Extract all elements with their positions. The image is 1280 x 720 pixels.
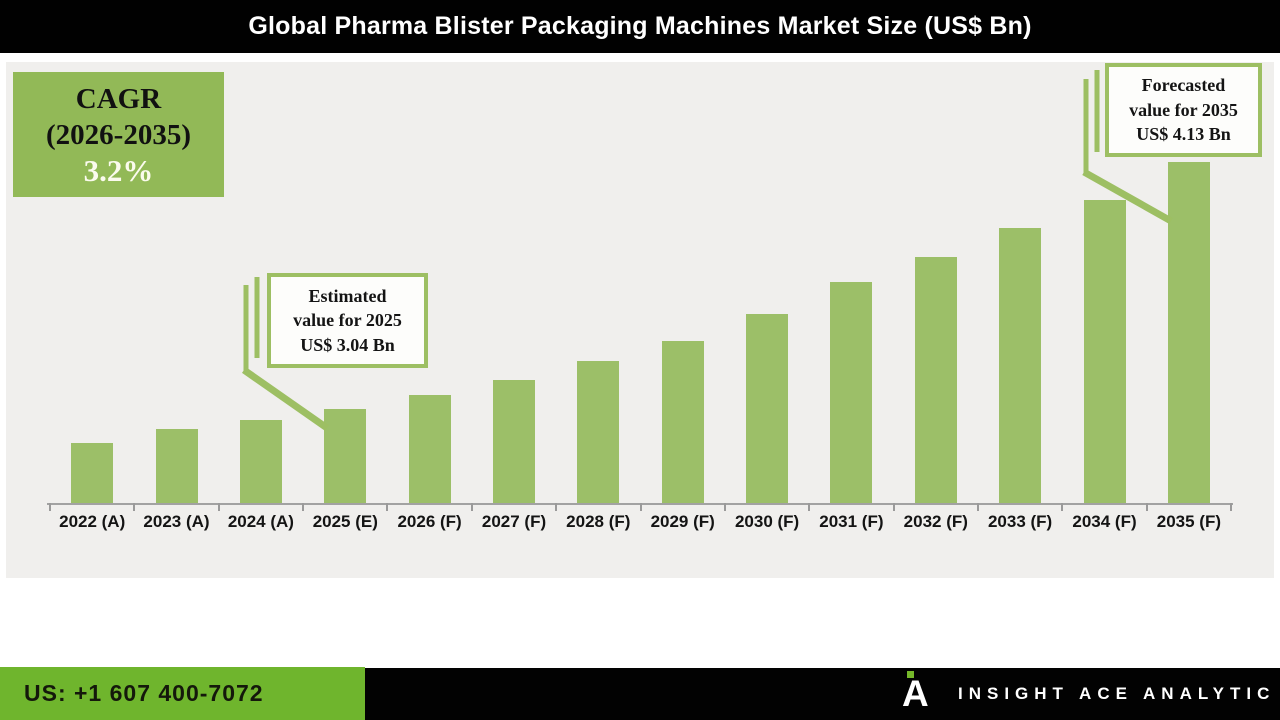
x-axis-label: 2022 (A) <box>59 512 126 531</box>
phone-number: US: +1 607 400-7072 <box>24 680 264 706</box>
axis-tick <box>217 503 220 511</box>
insightace-a-icon: A <box>902 671 929 714</box>
x-axis-label: 2026 (F) <box>397 512 462 531</box>
bar-2023 (A) <box>155 429 198 503</box>
cagr-label: CAGR <box>75 82 162 115</box>
axis-tick <box>1061 503 1064 511</box>
x-axis-label: 2029 (F) <box>650 512 715 531</box>
estimated-callout-line1: Estimated <box>308 285 387 306</box>
forecasted-callout-value: US$ 4.13 Bn <box>1136 124 1231 145</box>
axis-tick <box>639 503 642 511</box>
estimated-callout-value: US$ 3.04 Bn <box>300 334 395 355</box>
x-axis-label: 2030 (F) <box>734 512 800 531</box>
bar-2025 (E) <box>324 408 367 503</box>
x-axis-label: 2031 (F) <box>819 512 884 531</box>
bar-2026 (F) <box>408 395 451 503</box>
axis-tick <box>808 503 811 511</box>
chart-title: Global Pharma Blister Packaging Machines… <box>248 12 1032 40</box>
axis-tick <box>1230 503 1232 511</box>
a-icon-green-dot <box>907 671 914 678</box>
axis-tick <box>49 503 51 511</box>
forecasted-callout-line2: value for 2035 <box>1129 99 1238 120</box>
forecasted-callout-line1: Forecasted <box>1141 75 1226 96</box>
axis-tick <box>723 503 726 511</box>
axis-tick <box>892 503 895 511</box>
bar-2031 (F) <box>830 282 873 503</box>
x-axis-label: 2023 (A) <box>143 512 210 531</box>
axis-tick <box>977 503 979 511</box>
bar-2029 (F) <box>661 340 704 503</box>
forecasted-callout: Forecasted value for 2035 US$ 4.13 Bn <box>1105 63 1262 157</box>
axis-tick <box>1145 503 1148 511</box>
x-axis-label: 2034 (F) <box>1072 512 1137 531</box>
bar-2033 (F) <box>999 227 1042 503</box>
estimated-callout: Estimated value for 2025 US$ 3.04 Bn <box>267 273 428 368</box>
bar-2024 (A) <box>239 420 282 503</box>
bar-2022 (A) <box>71 442 114 503</box>
chart-plot-area: CAGR (2026-2035) 3.2% Estimated value fo… <box>6 62 1274 578</box>
contributors-strip: Market Contributors: PHARMAWORKS™ Sainty… <box>0 578 1280 668</box>
bar-2035 (F) <box>1167 161 1210 503</box>
x-axis-label: 2024 (A) <box>227 512 294 531</box>
axis-tick <box>555 503 558 511</box>
x-axis-label: 2035 (F) <box>1156 512 1222 531</box>
x-axis-label: 2033 (F) <box>987 512 1053 531</box>
brand-name: INSIGHT ACE ANALYTIC <box>958 684 1276 703</box>
x-axis-label: 2027 (F) <box>481 512 547 531</box>
bar-2030 (F) <box>746 313 789 503</box>
estimated-callout-line2: value for 2025 <box>293 310 402 331</box>
x-axis-label: 2032 (F) <box>903 512 968 531</box>
cagr-value: 3.2% <box>83 152 154 188</box>
cagr-period: (2026-2035) <box>46 118 191 151</box>
axis-tick <box>470 503 473 511</box>
phone-box: US: +1 607 400-7072 <box>0 667 365 720</box>
x-axis-label: 2028 (F) <box>566 512 631 531</box>
bar-2032 (F) <box>914 257 957 503</box>
footer-bar: US: +1 607 400-7072 A INSIGHT ACE ANALYT… <box>0 667 1280 720</box>
bar-2028 (F) <box>577 361 620 503</box>
cagr-badge: CAGR (2026-2035) 3.2% <box>13 72 224 197</box>
axis-tick <box>386 503 389 511</box>
bar-2027 (F) <box>493 379 535 503</box>
chart-title-bar: Global Pharma Blister Packaging Machines… <box>0 0 1280 53</box>
axis-tick <box>133 503 136 511</box>
axis-tick <box>302 503 305 511</box>
brand-block: A INSIGHT ACE ANALYTIC <box>900 668 1275 720</box>
bar-2034 (F) <box>1083 200 1126 503</box>
x-axis-label: 2025 (E) <box>312 512 378 531</box>
